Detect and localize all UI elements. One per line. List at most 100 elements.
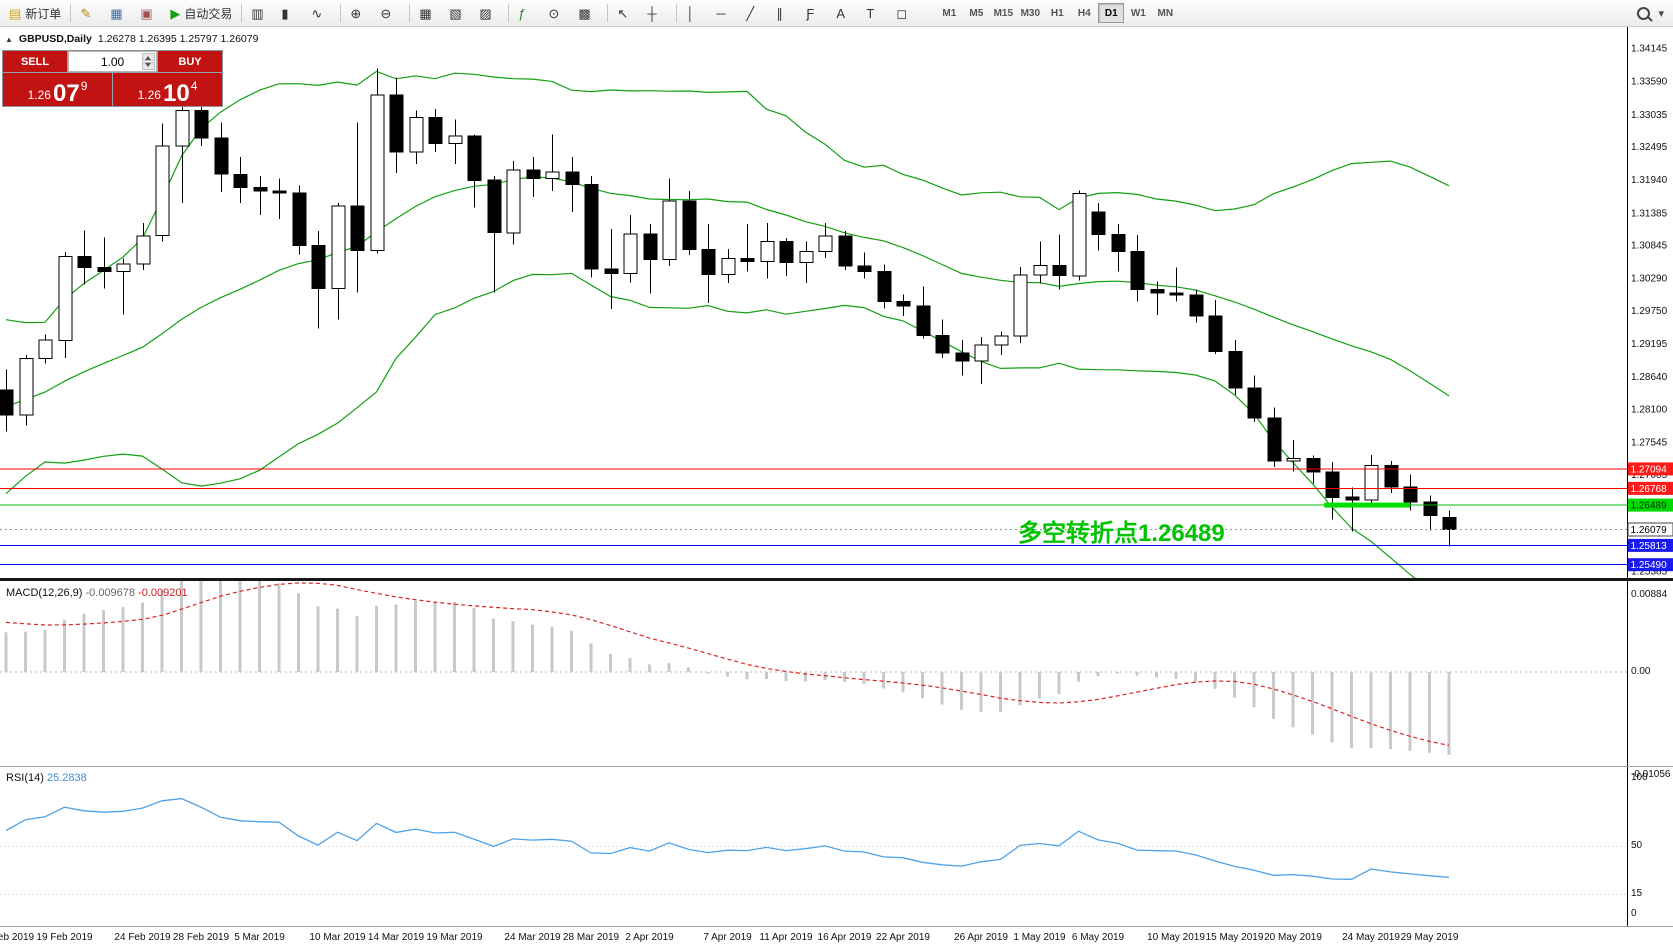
main-chart-canvas[interactable]: 1.34145 1.33590 1.33035 1.32495 1.31940 1.313… xyxy=(0,27,1673,578)
rsi-title: RSI(14) xyxy=(6,772,44,784)
one-click-panel-toggle[interactable]: ▲ xyxy=(5,34,13,44)
panel-separator-main[interactable] xyxy=(0,578,1673,581)
timeframe-mn[interactable]: MN xyxy=(1157,7,1174,19)
tile-windows-icon: ▦ xyxy=(419,5,432,21)
macd-histogram-bar xyxy=(238,581,242,672)
indicators-icon[interactable]: ƒ xyxy=(514,2,542,25)
one-click-trading-panel: SELL 1.00 BUY 1.26 07 9 1.26 10 4 xyxy=(2,50,223,107)
sell-button[interactable]: SELL xyxy=(3,51,67,72)
price-axis-label: 1.31385 xyxy=(1631,208,1668,219)
macd-histogram-bar xyxy=(141,602,144,672)
candle-body xyxy=(350,205,365,252)
timeframe-h1[interactable]: H1 xyxy=(1050,7,1064,19)
toolbar-divider xyxy=(241,4,243,22)
zoom-out-icon[interactable]: ⊖ xyxy=(376,2,404,25)
pivot-annotation: 多空转折点1.26489 xyxy=(1018,520,1225,547)
date-axis-label: 10 Mar 2019 xyxy=(309,932,366,943)
buy-price-display[interactable]: 1.26 10 4 xyxy=(113,73,222,106)
tile-windows-icon[interactable]: ▦ xyxy=(415,2,443,25)
date-axis-label: 11 Apr 2019 xyxy=(759,932,813,943)
candle-body xyxy=(818,235,833,252)
macd-histogram-bar xyxy=(1330,672,1334,743)
timeframe-h4[interactable]: H4 xyxy=(1077,7,1091,19)
macd-histogram-bar xyxy=(258,581,261,672)
candle-body xyxy=(506,169,521,234)
candle-body xyxy=(740,257,755,262)
date-axis-label: 5 Mar 2019 xyxy=(234,932,285,943)
fibonacci-icon[interactable]: Ƒ xyxy=(802,2,830,25)
horizontal-line-icon[interactable]: ─ xyxy=(712,2,740,25)
label-icon[interactable]: T xyxy=(862,2,890,25)
templates-icon[interactable]: ▩ xyxy=(574,2,602,25)
equidistant-channel-icon[interactable]: ∥ xyxy=(772,2,800,25)
toolbar: ▤ 新订单 ✎ ▦ ▣ ▶ 自动交易 ▥ ▮ ∿ ⊕ ⊖ ▦ ▧ ▨ ƒ ⊙ ▩ ↖ ┼ │ ─ ╱ ∥ Ƒ A T ◻ M1 M5 M15… xyxy=(0,0,1673,27)
panel-separator-rsi[interactable] xyxy=(0,926,1673,927)
highlight-trendline-segment[interactable] xyxy=(1324,502,1410,508)
timeframe-toolbar: M1 M5 M15 M30 H1 H4 D1 W1 MN xyxy=(936,3,1178,23)
cursor-icon[interactable]: ↖ xyxy=(613,2,641,25)
periods-icon[interactable]: ⊙ xyxy=(544,2,572,25)
price-axis-label: 1.33590 xyxy=(1631,77,1668,88)
line-chart-icon[interactable]: ∿ xyxy=(307,2,335,25)
timeframe-m30[interactable]: M30 xyxy=(1020,7,1041,19)
macd-histogram-bar xyxy=(511,621,515,672)
timeframe-d1[interactable]: D1 xyxy=(1098,3,1125,23)
volume-input[interactable]: 1.00 xyxy=(68,51,157,72)
profiles-icon[interactable]: ▣ xyxy=(136,2,164,25)
price-axis-label: 1.30845 xyxy=(1631,241,1668,252)
panel-separator-macd[interactable] xyxy=(0,766,1673,767)
candle-body xyxy=(77,256,92,268)
sell-price-figure: 1.26 xyxy=(27,88,51,102)
candle-body xyxy=(1228,351,1243,389)
timeframe-w1[interactable]: W1 xyxy=(1130,7,1146,19)
candle-body xyxy=(272,190,287,194)
macd-histogram-bar xyxy=(24,631,27,672)
rsi-axis-0: 0 xyxy=(1631,908,1637,919)
cascade-windows-icon[interactable]: ▧ xyxy=(445,2,473,25)
buy-button[interactable]: BUY xyxy=(158,51,222,72)
volume-decrease-button[interactable] xyxy=(142,62,155,70)
candlestick-chart-icon[interactable]: ▮ xyxy=(277,2,305,25)
charts-window-icon[interactable]: ▦ xyxy=(106,2,134,25)
macd-histogram-bar xyxy=(784,672,788,682)
macd-histogram-bar xyxy=(180,581,183,672)
volume-increase-button[interactable] xyxy=(142,53,155,61)
candle-body xyxy=(1052,265,1067,277)
zoom-out-icon: ⊖ xyxy=(380,5,392,21)
new-order-button[interactable]: ▤ 新订单 xyxy=(5,2,65,25)
candle-body xyxy=(1325,471,1340,498)
rsi-panel-canvas[interactable] xyxy=(0,767,1673,926)
crosshair-icon[interactable]: ┼ xyxy=(643,2,671,25)
metaeditor-icon[interactable]: ✎ xyxy=(76,2,104,25)
zoom-in-icon[interactable]: ⊕ xyxy=(346,2,374,25)
bar-chart-icon[interactable]: ▥ xyxy=(247,2,275,25)
macd-histogram-bar xyxy=(1233,672,1236,698)
vertical-line-icon[interactable]: │ xyxy=(682,2,710,25)
vertical-line-icon: │ xyxy=(686,5,695,21)
macd-histogram-bar xyxy=(102,610,105,672)
macd-histogram-bar xyxy=(121,607,125,672)
toolbar-overflow-chevron-icon[interactable]: ▾ xyxy=(1658,7,1664,20)
timeframe-m5[interactable]: M5 xyxy=(969,7,984,19)
candle-body xyxy=(1130,250,1145,291)
timeframe-m15[interactable]: M15 xyxy=(993,7,1014,19)
shapes-icon[interactable]: ◻ xyxy=(892,2,920,25)
macd-panel-canvas[interactable] xyxy=(0,581,1673,766)
trendline-icon[interactable]: ╱ xyxy=(742,2,770,25)
candle-body xyxy=(838,235,853,267)
arrange-windows-icon[interactable]: ▨ xyxy=(475,2,503,25)
search-icon[interactable] xyxy=(1637,6,1651,20)
macd-histogram-bar xyxy=(277,583,281,672)
text-icon[interactable]: A xyxy=(832,2,860,25)
macd-histogram-bar xyxy=(1096,672,1100,677)
timeframe-m1[interactable]: M1 xyxy=(942,7,957,19)
price-axis-label: 1.31940 xyxy=(1631,175,1668,186)
macd-histogram-bar xyxy=(609,653,612,672)
price-axis-label: 1.33035 xyxy=(1631,110,1668,121)
date-axis-label: 7 Apr 2019 xyxy=(703,932,752,943)
sell-price-display[interactable]: 1.26 07 9 xyxy=(3,73,112,106)
macd-histogram-bar xyxy=(531,624,534,672)
candle-body xyxy=(1306,457,1321,473)
autotrading-button[interactable]: ▶ 自动交易 xyxy=(166,2,236,25)
